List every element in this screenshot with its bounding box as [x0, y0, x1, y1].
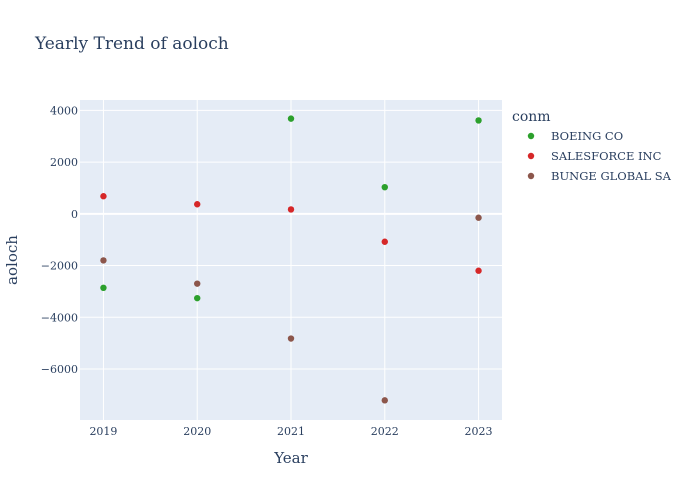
data-point-series-0[interactable]	[287, 115, 295, 122]
y-tick-label: −2000	[41, 260, 78, 273]
data-point-series-1[interactable]	[100, 193, 107, 200]
data-point-series-1[interactable]	[194, 201, 201, 208]
data-point-series-2[interactable]	[194, 280, 201, 287]
x-tick-label: 2019	[89, 425, 117, 438]
legend-marker	[527, 132, 535, 140]
x-axis-title: Year	[273, 449, 308, 467]
y-tick-label: 2000	[50, 156, 78, 169]
legend-label: SALESFORCE INC	[551, 149, 662, 163]
y-tick-label: 4000	[50, 104, 78, 117]
y-tick-label: −4000	[41, 311, 78, 324]
x-axis-ticks: 2019 2020 2021 2022 2023	[89, 425, 492, 438]
data-point-series-2[interactable]	[287, 335, 295, 342]
legend-item-2[interactable]: BUNGE GLOBAL SA	[527, 169, 672, 183]
y-axis-ticks: 4000 2000 0 −2000 −4000 −6000	[41, 104, 78, 376]
data-point-series-1[interactable]	[381, 238, 388, 245]
data-point-series-0[interactable]	[475, 117, 482, 124]
y-tick-label: 0	[71, 208, 78, 221]
legend-marker	[527, 172, 535, 180]
legend-marker	[527, 152, 535, 160]
legend-title: conm	[512, 109, 551, 125]
data-point-series-0[interactable]	[381, 183, 388, 191]
data-point-series-2[interactable]	[381, 397, 388, 404]
data-points	[100, 115, 482, 404]
y-axis-title: aoloch	[3, 235, 21, 285]
x-tick-label: 2023	[465, 425, 493, 438]
chart-title: Yearly Trend of aoloch	[34, 34, 229, 54]
x-tick-label: 2020	[183, 425, 211, 438]
data-point-series-1[interactable]	[287, 206, 295, 213]
legend-label: BOEING CO	[551, 129, 623, 143]
legend-item-1[interactable]: SALESFORCE INC	[527, 149, 662, 163]
x-tick-label: 2021	[277, 425, 305, 438]
data-point-series-0[interactable]	[194, 294, 201, 302]
data-point-series-2[interactable]	[100, 257, 107, 264]
legend[interactable]: conm BOEING CO SALESFORCE INC BUNGE GLOBAL…	[512, 109, 672, 183]
data-point-series-2[interactable]	[475, 214, 482, 221]
data-point-series-1[interactable]	[475, 267, 482, 274]
gridlines	[80, 100, 502, 420]
legend-item-0[interactable]: BOEING CO	[527, 129, 623, 143]
data-point-series-0[interactable]	[100, 284, 107, 292]
x-tick-label: 2022	[371, 425, 399, 438]
legend-label: BUNGE GLOBAL SA	[551, 169, 672, 183]
y-tick-label: −6000	[41, 363, 78, 376]
legend-items[interactable]: BOEING CO SALESFORCE INC BUNGE GLOBAL SA	[527, 129, 672, 183]
